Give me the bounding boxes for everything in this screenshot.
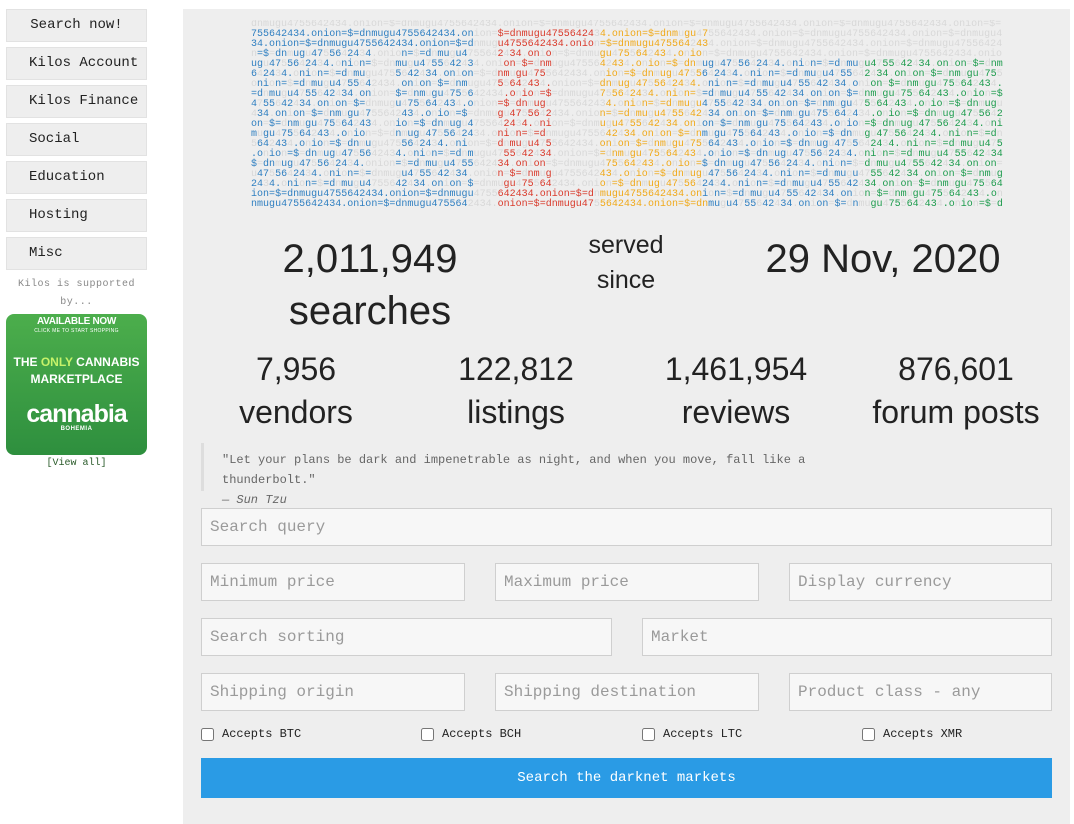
- nav-kilos-account[interactable]: Kilos Account: [6, 47, 147, 80]
- quote-block: "Let your plans be dark and impenetrable…: [201, 443, 901, 507]
- vendors-count: 7,956: [255, 351, 337, 387]
- search-submit-button[interactable]: Search the darknet markets: [201, 758, 1052, 798]
- search-query-input[interactable]: [201, 508, 1052, 546]
- nav-social[interactable]: Social: [6, 123, 147, 156]
- ascii-logo-art: dnmugu4755642434.onion=$=dnmugu475564243…: [251, 20, 1003, 210]
- searches-count: 2,011,949: [282, 237, 458, 281]
- reviews-count: 1,461,954: [664, 351, 808, 387]
- accepts-ltc-option[interactable]: Accepts LTC: [642, 727, 742, 741]
- display-currency-select[interactable]: [789, 563, 1052, 601]
- sidebar: Search now! Kilos Account Kilos Finance …: [6, 9, 147, 469]
- vendors-label: vendors: [239, 394, 353, 430]
- accepts-xmr-label: Accepts XMR: [883, 727, 963, 741]
- ad-headline: AVAILABLE NOW: [36, 316, 117, 327]
- accepts-bch-option[interactable]: Accepts BCH: [421, 727, 521, 741]
- nav-search-now[interactable]: Search now!: [6, 9, 147, 42]
- reviews-stat: 1,461,954 reviews: [636, 348, 836, 434]
- accepts-ltc-label: Accepts LTC: [663, 727, 743, 741]
- max-price-input[interactable]: [495, 563, 759, 601]
- vendors-stat: 7,956 vendors: [196, 348, 396, 434]
- searches-label: searches: [288, 289, 452, 333]
- accepts-btc-option[interactable]: Accepts BTC: [201, 727, 301, 741]
- search-sorting-select[interactable]: [201, 618, 612, 656]
- accepts-bch-label: Accepts BCH: [442, 727, 522, 741]
- accepts-bch-checkbox[interactable]: [421, 727, 434, 741]
- accepts-xmr-checkbox[interactable]: [862, 727, 875, 741]
- listings-label: listings: [467, 394, 565, 430]
- served-since-stat: served since: [566, 228, 686, 298]
- served-label: served: [588, 231, 664, 259]
- listings-count: 122,812: [458, 351, 574, 387]
- since-label: since: [596, 266, 656, 294]
- nav-kilos-finance[interactable]: Kilos Finance: [6, 85, 147, 118]
- ad-cta: CLICK ME TO START SHOPPING: [34, 328, 119, 334]
- product-class-select[interactable]: [789, 673, 1052, 711]
- ad-tagline: THE ONLY CANNABIS MARKETPLACE: [13, 355, 140, 386]
- listings-stat: 122,812 listings: [416, 348, 616, 434]
- supported-by-text: Kilos is supported by...: [17, 279, 136, 308]
- ad-logo-sub: BOHEMIA: [60, 426, 93, 432]
- quote-text: "Let your plans be dark and impenetrable…: [222, 453, 806, 487]
- searches-stat: 2,011,949 searches: [270, 233, 470, 337]
- nav-education[interactable]: Education: [6, 161, 147, 194]
- since-date: 29 Nov, 2020: [753, 233, 1013, 285]
- min-price-input[interactable]: [201, 563, 465, 601]
- nav-hosting[interactable]: Hosting: [6, 199, 147, 232]
- shipping-destination-select[interactable]: [495, 673, 759, 711]
- ad-logo: cannabia: [26, 400, 127, 428]
- shipping-origin-select[interactable]: [201, 673, 465, 711]
- market-select[interactable]: [642, 618, 1052, 656]
- forum-posts-stat: 876,601 forum posts: [856, 348, 1056, 434]
- since-date-value: 29 Nov, 2020: [765, 237, 1001, 281]
- accepts-xmr-option[interactable]: Accepts XMR: [862, 727, 962, 741]
- forum-posts-label: forum posts: [872, 394, 1040, 430]
- accepts-ltc-checkbox[interactable]: [642, 727, 655, 741]
- accepts-btc-label: Accepts BTC: [222, 727, 302, 741]
- accepts-btc-checkbox[interactable]: [201, 727, 214, 741]
- nav-misc[interactable]: Misc: [6, 237, 147, 270]
- advertisement-banner[interactable]: AVAILABLE NOW CLICK ME TO START SHOPPING…: [6, 314, 147, 455]
- quote-author: — Sun Tzu: [222, 493, 287, 507]
- forum-posts-count: 876,601: [898, 351, 1014, 387]
- main-panel: dnmugu4755642434.onion=$=dnmugu475564243…: [183, 9, 1070, 824]
- view-all-link[interactable]: [View all]: [46, 458, 107, 469]
- reviews-label: reviews: [681, 394, 791, 430]
